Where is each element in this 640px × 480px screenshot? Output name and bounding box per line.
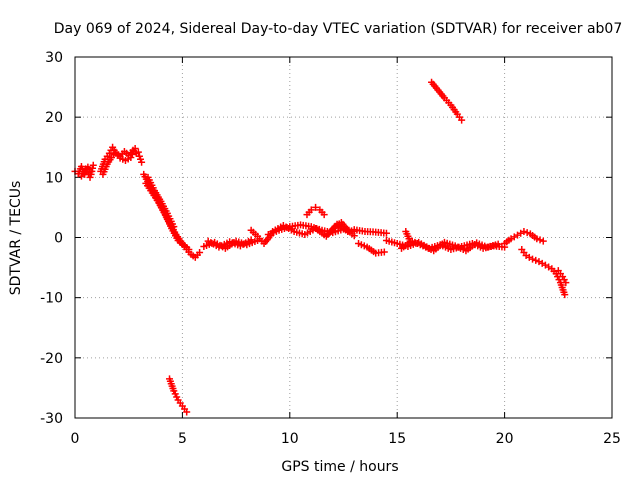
data-point — [406, 237, 414, 245]
x-axis-label: GPS time / hours — [281, 459, 398, 475]
x-tick-label: 5 — [178, 431, 187, 447]
x-tick-label: 15 — [388, 431, 406, 447]
data-point — [494, 240, 502, 248]
data-point-fill — [536, 236, 544, 244]
y-tick-label: -10 — [40, 291, 63, 307]
data-point-fill — [523, 229, 531, 237]
plot-frame — [74, 56, 613, 419]
y-tick-label: 0 — [54, 231, 63, 247]
data-point — [539, 237, 547, 245]
data-point — [196, 249, 204, 257]
data-point — [170, 223, 178, 231]
y-axis-label: SDTVAR / TECUs — [8, 181, 24, 296]
x-tick-label: 10 — [281, 431, 299, 447]
data-point — [382, 229, 390, 237]
data-point — [183, 408, 191, 416]
chart-title: Day 069 of 2024, Sidereal Day-to-day VTE… — [54, 21, 623, 37]
data-point — [380, 248, 388, 256]
y-tick-label: 20 — [45, 110, 63, 126]
data-point — [350, 232, 358, 240]
y-tick-label: -20 — [40, 351, 63, 367]
grid — [75, 57, 612, 418]
data-point-fill — [532, 256, 540, 264]
data-point — [89, 161, 97, 169]
data-point — [312, 203, 320, 211]
data-point — [307, 206, 315, 214]
data-point — [134, 148, 142, 156]
data-point — [561, 291, 569, 299]
x-tick-label: 25 — [603, 431, 621, 447]
data-point — [529, 255, 537, 263]
data-point — [320, 211, 328, 219]
data-point — [533, 235, 541, 243]
y-tick-label: 30 — [45, 50, 63, 66]
x-tick-label: 20 — [496, 431, 514, 447]
data-point — [247, 236, 255, 244]
data-point — [458, 116, 466, 124]
data-point — [520, 227, 528, 235]
y-tick-label: -30 — [40, 411, 63, 427]
x-tick-label: 0 — [71, 431, 80, 447]
data-point — [562, 279, 570, 287]
data-point — [86, 173, 94, 181]
data-point — [131, 144, 139, 152]
data-points — [71, 78, 570, 416]
x-tick-labels: 0 5 10 15 20 25 — [71, 431, 621, 447]
data-point — [138, 158, 146, 166]
y-tick-label: 10 — [45, 170, 63, 186]
y-tick-labels: -30 -20 -10 0 10 20 30 — [40, 50, 63, 427]
